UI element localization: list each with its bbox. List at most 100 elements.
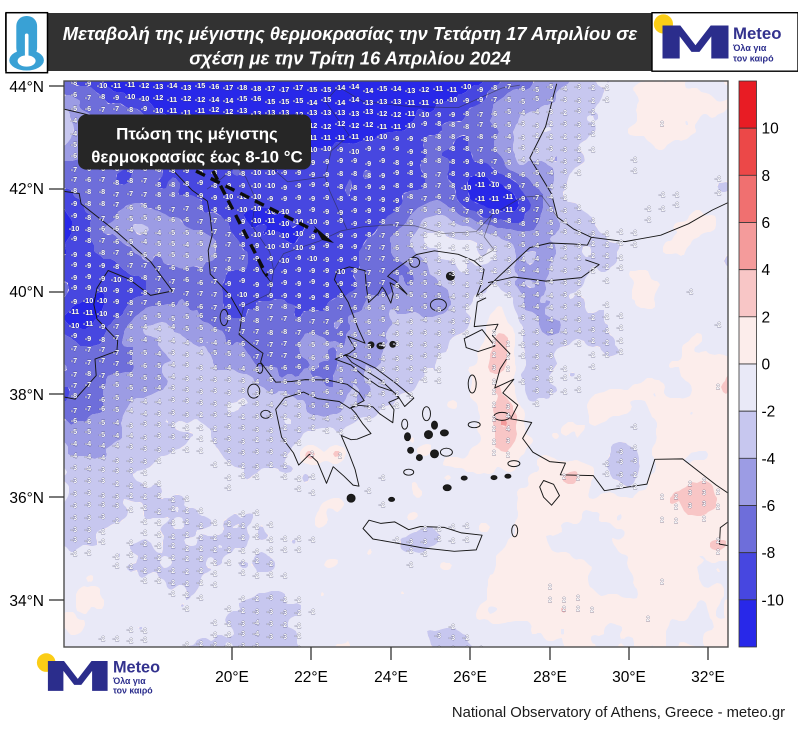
svg-text:-2: -2 [645, 215, 652, 224]
svg-text:-4: -4 [141, 322, 148, 331]
svg-text:-2: -2 [589, 83, 596, 92]
svg-text:-4: -4 [211, 338, 218, 347]
svg-text:-18: -18 [237, 83, 248, 92]
svg-text:-8: -8 [491, 216, 498, 225]
svg-text:-13: -13 [335, 108, 346, 117]
svg-text:-5: -5 [505, 158, 512, 167]
svg-text:-10: -10 [223, 192, 234, 201]
svg-text:-5: -5 [463, 216, 470, 225]
svg-text:-2: -2 [463, 644, 470, 653]
svg-text:-6: -6 [155, 299, 162, 308]
svg-text:-2: -2 [141, 517, 148, 526]
svg-text:-12: -12 [209, 105, 220, 114]
svg-text:-9: -9 [323, 193, 330, 202]
svg-text:-6: -6 [365, 292, 372, 301]
svg-text:-6: -6 [309, 375, 316, 384]
svg-text:-3: -3 [505, 279, 512, 288]
svg-text:-4: -4 [141, 237, 148, 246]
svg-text:2: 2 [562, 604, 566, 613]
svg-text:-3: -3 [575, 82, 582, 91]
svg-text:-11: -11 [167, 95, 177, 104]
svg-text:2: 2 [762, 309, 771, 326]
svg-text:-11: -11 [111, 81, 121, 90]
svg-text:-10: -10 [69, 321, 80, 330]
svg-text:2: 2 [492, 400, 496, 409]
svg-text:-2: -2 [463, 633, 470, 642]
svg-text:-13: -13 [349, 109, 360, 118]
svg-text:-8: -8 [127, 105, 134, 114]
svg-text:-6: -6 [491, 121, 498, 130]
svg-text:-2: -2 [323, 426, 330, 435]
svg-text:-11: -11 [475, 180, 485, 189]
svg-text:-7: -7 [267, 340, 274, 349]
svg-text:-10: -10 [293, 243, 304, 252]
svg-text:-2: -2 [589, 107, 596, 116]
svg-text:-2: -2 [211, 436, 218, 445]
svg-text:-5: -5 [421, 278, 428, 287]
svg-text:-9: -9 [295, 291, 302, 300]
svg-text:-4: -4 [71, 129, 78, 138]
svg-text:-9: -9 [323, 180, 330, 189]
svg-text:-8: -8 [351, 183, 358, 192]
svg-text:-2: -2 [85, 548, 92, 557]
svg-text:-9: -9 [197, 191, 204, 200]
svg-text:-4: -4 [351, 400, 358, 409]
svg-text:-9: -9 [71, 199, 78, 208]
svg-text:-4: -4 [421, 256, 428, 265]
svg-text:-3: -3 [225, 434, 232, 443]
svg-text:-8: -8 [379, 217, 386, 226]
svg-text:-14: -14 [167, 81, 178, 90]
svg-text:-6: -6 [239, 339, 246, 348]
svg-text:-7: -7 [393, 220, 400, 229]
svg-text:-2: -2 [281, 545, 288, 554]
svg-text:-11: -11 [349, 132, 359, 141]
svg-text:-3: -3 [407, 364, 414, 373]
svg-text:-3: -3 [71, 513, 78, 522]
svg-text:-2: -2 [281, 534, 288, 543]
svg-text:-8: -8 [225, 313, 232, 322]
svg-text:-7: -7 [85, 93, 92, 102]
svg-text:-6: -6 [197, 254, 204, 263]
svg-text:-9: -9 [379, 183, 386, 192]
svg-text:-9: -9 [519, 194, 526, 203]
svg-text:-3: -3 [197, 387, 204, 396]
svg-text:-4: -4 [155, 383, 162, 392]
svg-text:-4: -4 [519, 265, 526, 274]
svg-text:-10: -10 [307, 254, 318, 263]
svg-text:-6: -6 [141, 201, 148, 210]
svg-text:-4: -4 [505, 132, 512, 141]
svg-text:-2: -2 [295, 425, 302, 434]
svg-text:-2: -2 [379, 402, 386, 411]
svg-text:-8: -8 [421, 147, 428, 156]
svg-text:-9: -9 [323, 280, 330, 289]
svg-text:-3: -3 [113, 492, 120, 501]
svg-text:-7: -7 [211, 290, 218, 299]
svg-text:-2: -2 [589, 145, 596, 154]
svg-text:-2: -2 [337, 427, 344, 436]
svg-text:-9: -9 [99, 274, 106, 283]
svg-text:-8: -8 [85, 199, 92, 208]
svg-text:2: 2 [716, 382, 720, 391]
svg-text:-6: -6 [393, 255, 400, 264]
svg-text:-15: -15 [321, 85, 332, 94]
svg-text:-6: -6 [295, 378, 302, 387]
svg-text:-3: -3 [617, 447, 624, 456]
svg-text:-4: -4 [351, 365, 358, 374]
svg-text:2: 2 [562, 595, 566, 604]
svg-text:-12: -12 [377, 109, 388, 118]
svg-text:-2: -2 [575, 278, 582, 287]
svg-text:-4: -4 [547, 264, 554, 273]
svg-text:-10: -10 [377, 132, 388, 141]
svg-text:-7: -7 [113, 200, 120, 209]
svg-text:-4: -4 [533, 266, 540, 275]
svg-text:10: 10 [762, 121, 780, 138]
svg-text:-3: -3 [155, 420, 162, 429]
svg-text:-13: -13 [153, 82, 164, 91]
svg-text:-5: -5 [141, 348, 148, 357]
svg-text:40°N: 40°N [9, 284, 44, 301]
svg-text:-6: -6 [197, 311, 204, 320]
svg-text:-3: -3 [197, 398, 204, 407]
svg-text:-2: -2 [463, 316, 470, 325]
svg-text:-4: -4 [519, 280, 526, 289]
svg-text:-9: -9 [281, 291, 288, 300]
